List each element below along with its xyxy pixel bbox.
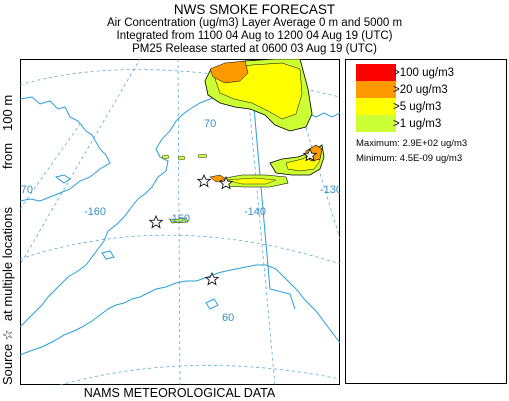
lon-label-140: -140 xyxy=(244,206,266,218)
parallel-60 xyxy=(20,234,340,265)
smoke-plumes xyxy=(161,59,325,224)
legend-item: >5 ug/m3 xyxy=(356,98,444,115)
source-from: from xyxy=(0,142,15,169)
integration-period: Integrated from 1100 04 Aug to 1200 04 A… xyxy=(116,30,393,42)
data-source-footer: NAMS METEOROLOGICAL DATA xyxy=(83,386,276,400)
plume-dots-2 xyxy=(177,155,186,161)
source-prefix: Source xyxy=(0,343,15,385)
legend-label: >5 ug/m3 xyxy=(393,100,442,113)
legend-item: >100 ug/m3 xyxy=(356,64,457,81)
aleutian-chain xyxy=(20,280,196,356)
min-concentration: Minimum: 4.5E-09 ug/m3 xyxy=(356,153,463,164)
canada-north-coast xyxy=(315,112,340,118)
gulf-coast xyxy=(195,264,311,306)
legend-item: >1 ug/m3 xyxy=(356,115,444,132)
legend-swatch xyxy=(356,81,396,98)
legend-label: >20 ug/m3 xyxy=(393,83,448,96)
kodiak-island xyxy=(205,298,219,310)
lat-label-60: 60 xyxy=(222,312,234,324)
legend-item: >20 ug/m3 xyxy=(356,81,451,98)
source-star-icon xyxy=(148,214,164,229)
lon-label-150: -150 xyxy=(168,213,190,225)
source-locations: at multiple locations xyxy=(0,206,15,322)
lon-label-160: -160 xyxy=(84,206,106,218)
plume-small-150 xyxy=(169,217,189,224)
release-time: PM25 Release started at 0600 03 Aug 19 (… xyxy=(132,43,377,55)
legend-label: >100 ug/m3 xyxy=(393,66,455,79)
alaska-west-coast xyxy=(20,108,191,328)
map-title: NWS SMOKE FORECAST xyxy=(173,2,336,17)
chukotka-coast xyxy=(20,96,111,202)
plume-dots-3 xyxy=(197,153,208,159)
legend-panel: >100 ug/m3 >20 ug/m3 >5 ug/m3 >1 ug/m3 M… xyxy=(345,59,507,384)
plume-band-inner xyxy=(225,177,277,185)
plume-north-orange xyxy=(209,60,249,84)
source-height: 100 m xyxy=(0,94,15,131)
se-alaska-coast xyxy=(309,304,340,344)
smoke-forecast-map: -170 -160 -150 -140 -130 70 60 xyxy=(20,59,340,385)
max-concentration: Maximum: 2.9E+02 ug/m3 xyxy=(356,138,468,149)
meridian-140 xyxy=(244,59,276,385)
legend-swatch xyxy=(356,115,396,132)
lon-label-170: -170 xyxy=(20,184,33,196)
plume-dots-1 xyxy=(161,154,170,160)
source-star-icon xyxy=(218,175,234,190)
fire-sources xyxy=(148,147,318,286)
meridian-170 xyxy=(20,123,81,210)
legend-label: >1 ug/m3 xyxy=(393,117,442,130)
legend-swatch xyxy=(356,64,396,81)
concentration-subtitle: Air Concentration (ug/m3) Layer Average … xyxy=(106,17,403,29)
source-label: Source ☆ at multiple locations from 100 … xyxy=(0,55,18,385)
lon-label-130: -130 xyxy=(320,184,340,196)
star-icon: ☆ xyxy=(0,329,15,341)
source-star-icon xyxy=(302,147,318,162)
legend-swatch xyxy=(356,98,396,115)
lat-label-70: 70 xyxy=(204,118,216,130)
source-star-icon xyxy=(196,173,212,188)
graticule-labels: -170 -160 -150 -140 -130 70 60 xyxy=(20,118,340,324)
st-lawrence-island xyxy=(54,174,71,184)
nunivak-island xyxy=(101,250,115,260)
source-star-icon xyxy=(204,271,220,286)
